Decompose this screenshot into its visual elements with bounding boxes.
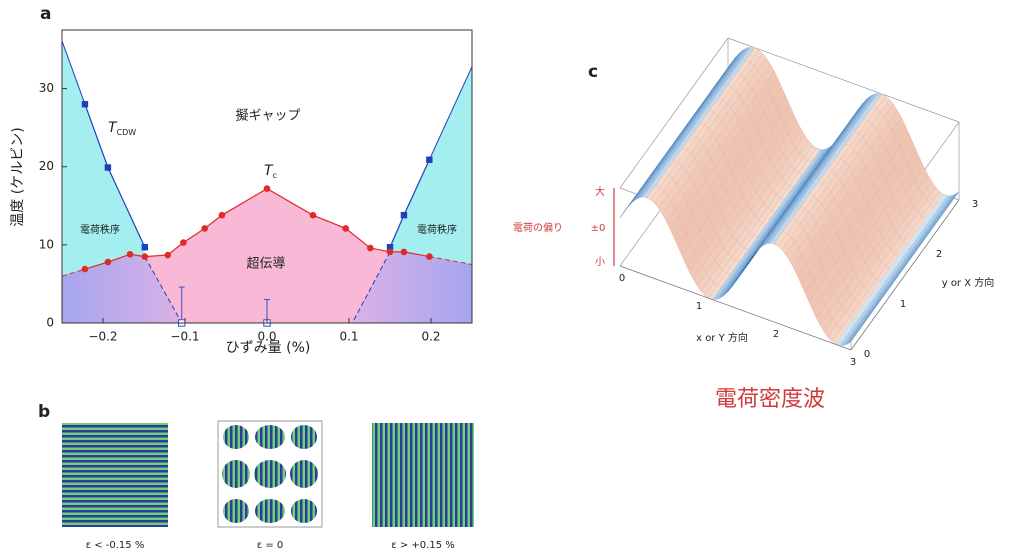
y-tick-label: 30 bbox=[39, 81, 54, 95]
panel-label: c bbox=[588, 62, 598, 82]
marker bbox=[81, 101, 89, 108]
panel-label: b bbox=[38, 402, 50, 422]
marker bbox=[263, 185, 271, 192]
marker bbox=[400, 248, 408, 256]
label-sub: c bbox=[273, 171, 277, 180]
label-sub: CDW bbox=[117, 128, 137, 137]
marker bbox=[104, 258, 112, 266]
x-title: x or Y 方向 bbox=[696, 331, 748, 344]
y-tick-label: 20 bbox=[39, 159, 54, 173]
x-tick-label: 0 bbox=[619, 273, 625, 284]
marker bbox=[386, 248, 394, 256]
x-axis-title: ひずみ量 (%) bbox=[226, 340, 311, 356]
label-main: T bbox=[264, 163, 274, 179]
y-title: y or X 方向 bbox=[942, 276, 995, 289]
boundary bbox=[62, 40, 86, 105]
marker bbox=[164, 251, 172, 259]
z-label: ±0 bbox=[591, 223, 606, 234]
panel-label: a bbox=[40, 4, 51, 24]
box-edge bbox=[619, 265, 852, 351]
stripe-pattern bbox=[62, 423, 168, 527]
box-edge bbox=[619, 37, 729, 189]
marker bbox=[126, 250, 134, 258]
boundary bbox=[144, 256, 183, 323]
region-label: 超伝導 bbox=[246, 257, 285, 272]
surface bbox=[613, 37, 960, 351]
y-tick-label: 0 bbox=[46, 316, 54, 330]
y-tick-label: 2 bbox=[936, 249, 942, 260]
boundary bbox=[428, 66, 472, 160]
boundary bbox=[62, 268, 86, 277]
box-edge bbox=[850, 199, 960, 351]
x-tick-label: −0.2 bbox=[88, 330, 117, 344]
marker bbox=[386, 244, 394, 251]
x-tick-label: 0.0 bbox=[257, 330, 276, 344]
marker bbox=[81, 265, 89, 273]
y-axis-title: 温度 (ケルビン) bbox=[10, 127, 26, 226]
marker bbox=[309, 211, 317, 219]
marker bbox=[426, 156, 433, 163]
y-tick-label: 3 bbox=[972, 199, 978, 210]
caption: 電荷密度波 bbox=[715, 387, 825, 412]
marker bbox=[141, 253, 149, 260]
marker bbox=[400, 211, 408, 219]
marker bbox=[201, 225, 208, 232]
caption: ε < -0.15 % bbox=[86, 540, 145, 551]
marker bbox=[218, 211, 226, 219]
line-label: TCDW bbox=[108, 120, 136, 137]
marker bbox=[104, 164, 112, 171]
y-tick-label: 1 bbox=[900, 299, 906, 310]
cdw-region bbox=[62, 40, 145, 323]
marker bbox=[342, 225, 350, 232]
boundary bbox=[429, 256, 472, 265]
z-label: 小 bbox=[595, 256, 605, 268]
stripe-pattern bbox=[372, 423, 474, 527]
caption: ε = 0 bbox=[257, 540, 284, 551]
x-tick-label: 2 bbox=[773, 329, 779, 340]
y-tick-label: 10 bbox=[39, 237, 54, 251]
caption: ε > +0.15 % bbox=[391, 540, 454, 551]
box-edge bbox=[727, 37, 960, 123]
region-label: 電荷秩序 bbox=[417, 223, 457, 236]
region-label: 擬ギャップ bbox=[235, 108, 300, 124]
marker bbox=[180, 239, 187, 246]
stripe-domains bbox=[222, 425, 318, 523]
z-title: 電荷の偏り bbox=[513, 221, 563, 234]
x-tick-label: −0.1 bbox=[170, 330, 199, 344]
z-label: 大 bbox=[595, 185, 605, 198]
x-tick-label: 0.1 bbox=[339, 330, 358, 344]
surface-cell bbox=[846, 328, 861, 345]
marker bbox=[367, 244, 374, 252]
region-label: 電荷秩序 bbox=[80, 223, 120, 236]
marker bbox=[426, 253, 433, 260]
y-tick-label: 0 bbox=[864, 349, 870, 360]
x-tick-label: 0.2 bbox=[421, 330, 440, 344]
line-label: Tc bbox=[264, 163, 277, 180]
boundary bbox=[351, 251, 391, 323]
label-main: T bbox=[108, 120, 118, 136]
plot-area bbox=[62, 40, 472, 323]
x-tick-label: 3 bbox=[850, 357, 856, 368]
marker bbox=[141, 244, 149, 251]
x-tick-label: 1 bbox=[696, 301, 702, 312]
